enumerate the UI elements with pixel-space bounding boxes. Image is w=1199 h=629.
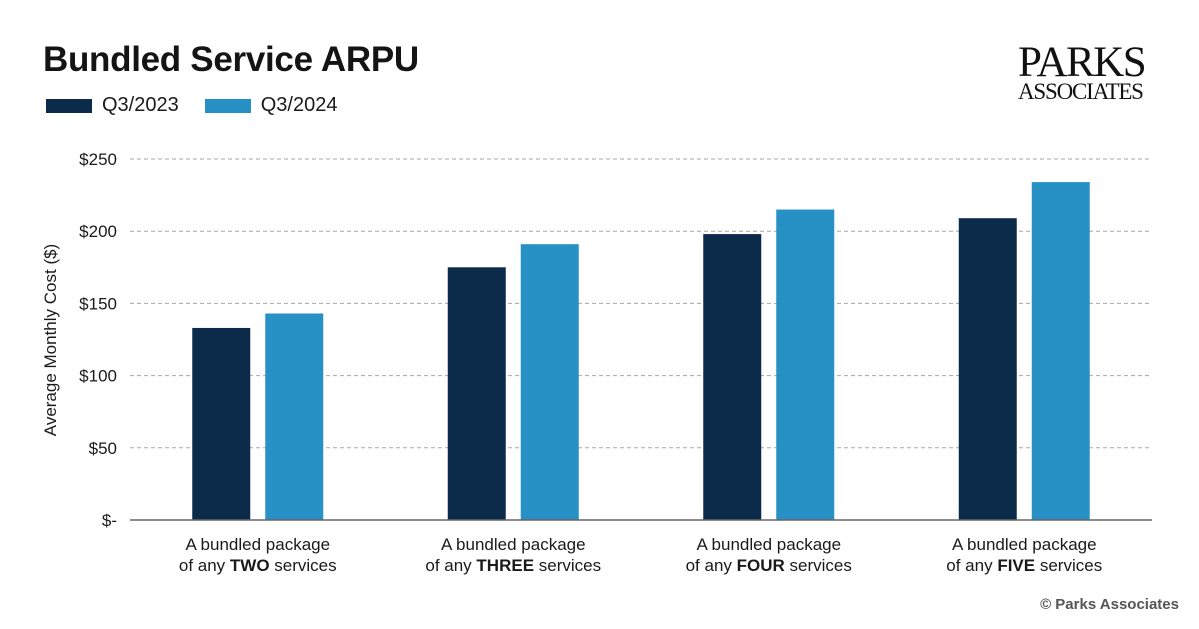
copyright-notice: © Parks Associates (1040, 596, 1179, 613)
category-label-line1: A bundled package (440, 535, 586, 554)
legend-label-q3-2024: Q3/2024 (260, 94, 338, 116)
bar-q3-2023-three (447, 267, 506, 520)
category-label-two: A bundled package of any TWO services (148, 534, 368, 576)
category-label-count: THREE (476, 556, 535, 575)
y-tick-label-100: $100 (79, 367, 117, 386)
logo-line-1: PARKS (1018, 39, 1147, 86)
y-tick-label-150: $150 (79, 294, 117, 313)
category-label-count: FIVE (997, 556, 1036, 575)
legend-item-q3-2024: Q3/2024 (204, 94, 338, 117)
bar-q3-2024-three (520, 244, 579, 521)
legend-item-q3-2023: Q3/2023 (46, 94, 179, 117)
category-label-suffix: services (534, 556, 602, 575)
category-label-five: A bundled package of any FIVE services (914, 534, 1134, 576)
legend: Q3/2023 Q3/2024 (46, 94, 337, 117)
category-label-mid: of any (425, 556, 477, 575)
bar-q3-2023-five (958, 218, 1017, 521)
logo-line-2: ASSOCIATES (1018, 79, 1144, 104)
bar-q3-2023-four (703, 234, 762, 520)
category-label-suffix: services (784, 556, 852, 575)
category-label-suffix: services (269, 556, 337, 575)
category-label-line1: A bundled package (951, 535, 1097, 554)
category-label-mid: of any (946, 556, 998, 575)
axes: $- $50 $100 $150 $200 $250 (79, 150, 1152, 530)
bar-q3-2024-two (265, 313, 324, 520)
y-axis-title: Average Monthly Cost ($) (41, 244, 60, 436)
chart-title: Bundled Service ARPU (43, 40, 419, 79)
y-tick-label-50: $50 (89, 439, 117, 458)
category-label-line1: A bundled package (185, 535, 331, 554)
category-label-count: TWO (229, 556, 270, 575)
parks-associates-logo: PARKS ASSOCIATES (1018, 39, 1154, 104)
category-label-four: A bundled package of any FOUR services (659, 534, 879, 576)
y-tick-label-0: $- (102, 511, 117, 530)
category-label-line1: A bundled package (696, 535, 842, 554)
legend-swatch-q3-2024 (204, 98, 251, 113)
y-tick-label-200: $200 (79, 222, 117, 241)
category-label-count: FOUR (736, 556, 785, 575)
bars (192, 182, 1090, 521)
bar-q3-2024-four (776, 209, 835, 521)
legend-label-q3-2023: Q3/2023 (102, 94, 179, 116)
legend-swatch-q3-2023 (46, 98, 92, 113)
category-label-three: A bundled package of any THREE services (403, 534, 623, 576)
bar-q3-2023-two (192, 327, 251, 520)
y-tick-label-250: $250 (79, 150, 117, 169)
bar-q3-2024-five (1031, 182, 1090, 520)
category-label-mid: of any (178, 556, 230, 575)
category-label-mid: of any (685, 556, 737, 575)
category-label-suffix: services (1035, 556, 1103, 575)
